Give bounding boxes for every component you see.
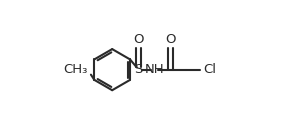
Text: O: O: [133, 33, 144, 46]
Text: NH: NH: [145, 63, 164, 76]
Text: S: S: [135, 63, 143, 76]
Text: CH₃: CH₃: [63, 63, 88, 76]
Text: Cl: Cl: [204, 63, 217, 76]
Text: O: O: [165, 33, 176, 46]
